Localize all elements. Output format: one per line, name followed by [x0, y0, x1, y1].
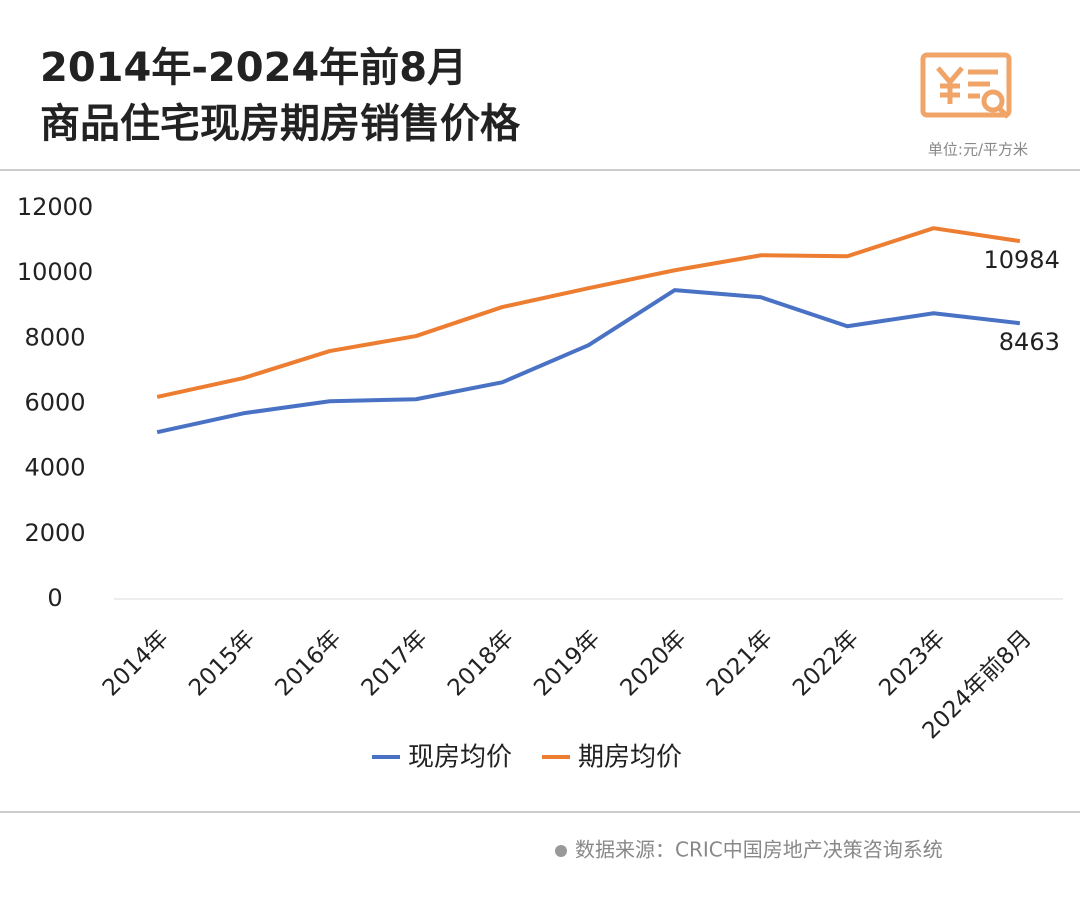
y-tick-label: 4000 [24, 454, 85, 482]
data-label: 10984 [984, 246, 1060, 274]
source: 数据来源：CRIC中国房地产决策咨询系统 [575, 838, 943, 862]
y-tick-label: 2000 [24, 519, 85, 547]
legend-label: 现房均价 [408, 743, 512, 773]
y-tick-label: 10000 [17, 258, 93, 286]
source-bullet [555, 845, 567, 857]
legend-label: 期房均价 [578, 743, 682, 773]
y-tick-label: 12000 [17, 193, 93, 221]
data-label: 8463 [999, 328, 1060, 356]
y-tick-label: 8000 [24, 323, 85, 351]
chart-title: 商品住宅现房期房销售价格 [40, 101, 521, 147]
chart-title: 2014年-2024年前8月 [40, 45, 467, 91]
unit-note: 单位:元/平方米 [928, 141, 1028, 159]
series-line [156, 288, 1021, 435]
y-tick-label: 6000 [24, 389, 85, 417]
icon [920, 52, 1012, 119]
y-tick-label: 0 [47, 584, 62, 612]
series-line [156, 226, 1021, 399]
